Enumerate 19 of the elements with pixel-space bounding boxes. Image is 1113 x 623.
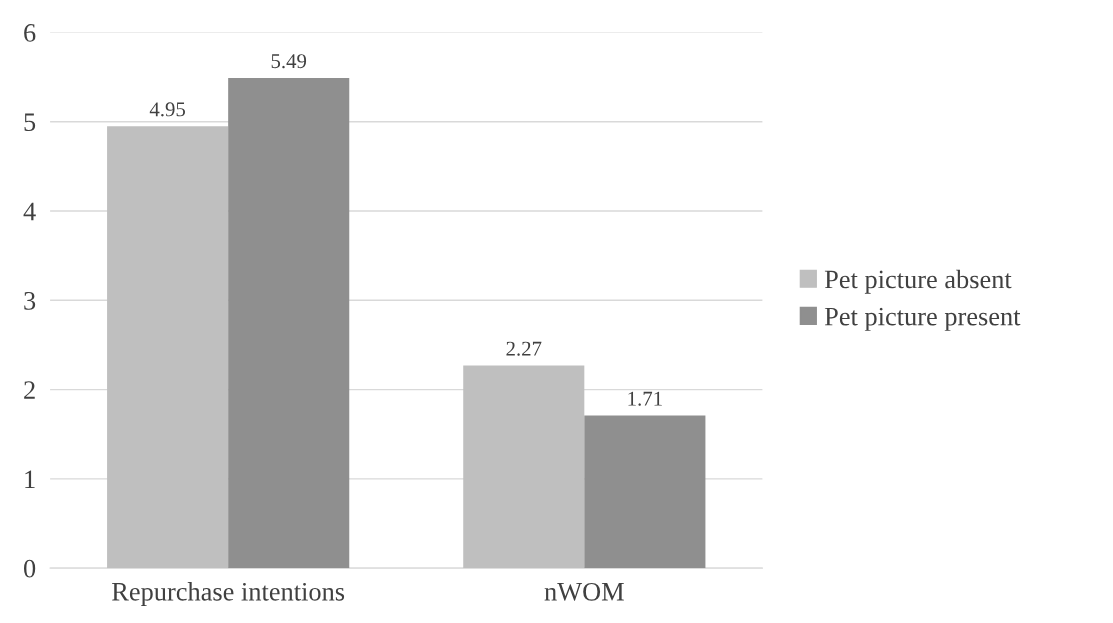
y-tick-label: 0 [24, 559, 36, 578]
legend-label: Pet picture absent [824, 269, 1012, 294]
data-label: 5.49 [271, 54, 307, 69]
bar [107, 126, 229, 569]
y-tick-label: 5 [24, 113, 36, 132]
y-tick-label: 3 [24, 291, 36, 310]
legend-label: Pet picture present [824, 307, 1021, 331]
y-tick-label: 1 [25, 470, 35, 489]
bar [463, 365, 585, 569]
bar [584, 415, 706, 569]
data-label: 2.27 [506, 341, 542, 356]
data-label: 4.95 [149, 102, 186, 117]
x-tick-label: Repurchase intentions [112, 582, 345, 606]
data-label: 1.71 [628, 391, 662, 406]
y-tick-label: 2 [24, 381, 35, 399]
bar [228, 77, 350, 569]
y-tick-label: 4 [23, 202, 36, 221]
y-tick-label: 6 [24, 24, 36, 42]
x-tick-label: nWOM [544, 582, 624, 601]
